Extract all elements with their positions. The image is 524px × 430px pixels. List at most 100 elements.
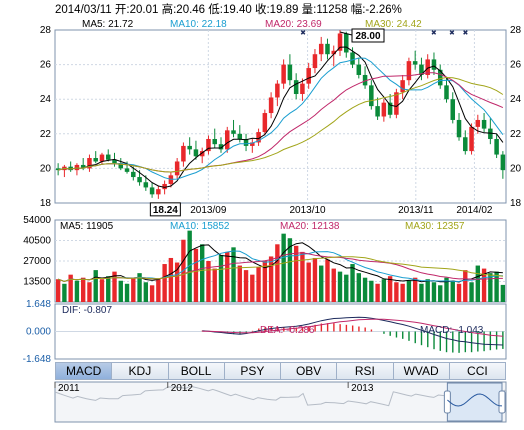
header-change: -2.26% xyxy=(365,4,402,16)
candle-body xyxy=(149,187,155,195)
volume-y-tick: 27000 xyxy=(23,256,51,267)
max-price-box xyxy=(351,28,385,43)
volume-bar xyxy=(268,256,274,302)
price-panel-frame xyxy=(54,29,507,204)
volume-bar xyxy=(137,273,142,302)
tab-obv[interactable]: OBV xyxy=(281,362,338,380)
candle-body xyxy=(225,130,230,150)
candle-body xyxy=(87,158,92,169)
candle-body xyxy=(400,80,405,93)
header-bar: 2014/03/11 开:20.01 高:20.46 低:19.40 收:19.… xyxy=(55,1,402,16)
overview-year-label: 2011 xyxy=(58,383,80,394)
price-y-tick-right: 28 xyxy=(510,25,522,36)
min-price-label: 18.24 xyxy=(153,205,178,216)
dividend-marker: ✖ xyxy=(300,30,306,37)
overview-year-label: 2012 xyxy=(171,383,194,394)
volume-bar xyxy=(225,251,230,302)
candle-body xyxy=(381,102,387,117)
candle-body xyxy=(181,145,186,162)
candle-body xyxy=(275,83,280,98)
volume-bar xyxy=(400,283,405,302)
macd-dea-label: DEA: -0.286 xyxy=(260,325,315,336)
candle-body xyxy=(231,130,236,134)
candle-body xyxy=(137,177,142,183)
candle-body xyxy=(212,138,217,145)
candle-body xyxy=(143,182,149,188)
tab-boll[interactable]: BOLL xyxy=(168,362,225,380)
candle-body xyxy=(55,168,61,171)
tab-psy[interactable]: PSY xyxy=(224,362,281,380)
candle-body xyxy=(256,132,261,143)
candle-body xyxy=(293,80,299,95)
volume-bar xyxy=(62,283,67,302)
volume-ma-label: MA10: 15852 xyxy=(170,221,230,232)
price-y-tick-right: 22 xyxy=(510,129,522,140)
volume-bar xyxy=(149,285,155,302)
volume-bar xyxy=(237,265,242,302)
header-open-label: 开: xyxy=(114,4,130,16)
candle-body xyxy=(124,168,130,172)
candle-body xyxy=(187,145,192,150)
price-y-tick-right: 26 xyxy=(510,60,522,71)
dividend-marker: ✖ xyxy=(449,30,455,37)
min-price-box xyxy=(149,202,181,217)
price-y-tick-left: 22 xyxy=(40,129,52,140)
candle-body xyxy=(243,138,249,146)
candle-body xyxy=(406,61,412,81)
volume-bar xyxy=(406,280,412,302)
volume-bar xyxy=(287,238,293,302)
candle-body xyxy=(450,99,456,120)
tab-rsi[interactable]: RSI xyxy=(337,362,394,380)
header-volume-label: 量: xyxy=(301,4,317,16)
volume-bar xyxy=(281,233,286,302)
volume-bar xyxy=(87,282,92,302)
candle-body xyxy=(481,119,487,129)
volume-bar xyxy=(356,273,361,302)
volume-bar xyxy=(218,254,224,302)
price-y-tick-right: 24 xyxy=(510,94,522,105)
header-volume: 11258 xyxy=(316,4,348,16)
candle-body xyxy=(387,102,393,115)
candle-body xyxy=(318,43,324,55)
header-close-label: 收: xyxy=(254,4,270,16)
header-high: 20.46 xyxy=(176,4,206,16)
max-price-label: 28.00 xyxy=(355,31,380,42)
tab-cci[interactable]: CCI xyxy=(449,362,506,380)
candle-body xyxy=(262,113,268,133)
volume-ma-line xyxy=(57,256,503,283)
volume-bar xyxy=(300,251,305,302)
price-x-tick: 2013/11 xyxy=(398,205,434,216)
price-y-tick-left: 28 xyxy=(40,25,52,36)
max-price-pointer xyxy=(339,31,353,36)
volume-bar xyxy=(256,267,261,302)
volume-bar xyxy=(475,265,481,302)
volume-bar xyxy=(262,261,268,302)
candle-body xyxy=(80,164,86,169)
candle-body xyxy=(331,50,336,55)
volume-bar xyxy=(124,283,130,302)
header-date: 2014/03/11 xyxy=(55,4,112,16)
candle-body xyxy=(93,158,98,162)
volume-bar xyxy=(456,283,462,302)
price-ma-label: MA20: 23.69 xyxy=(265,19,322,30)
volume-bar xyxy=(74,280,80,302)
volume-bar xyxy=(187,230,192,302)
candle-body xyxy=(444,85,449,100)
candle-body xyxy=(287,64,293,81)
tab-wvad[interactable]: WVAD xyxy=(393,362,450,380)
header-close: 19.89 xyxy=(269,4,299,16)
header-high-label: 高: xyxy=(161,4,177,16)
candle-body xyxy=(131,171,136,178)
candle-body xyxy=(494,138,499,155)
price-ma-label: MA30: 24.42 xyxy=(365,19,422,30)
volume-bar xyxy=(438,285,443,302)
price-ma-label: MA10: 22.18 xyxy=(170,19,227,30)
header-low-label: 低: xyxy=(208,4,223,16)
volume-bar xyxy=(431,282,437,302)
volume-bar xyxy=(55,279,61,302)
price-y-tick-left: 26 xyxy=(40,60,52,71)
volume-bar xyxy=(306,262,311,302)
tab-kdj[interactable]: KDJ xyxy=(112,362,169,380)
tab-macd[interactable]: MACD xyxy=(55,362,113,380)
